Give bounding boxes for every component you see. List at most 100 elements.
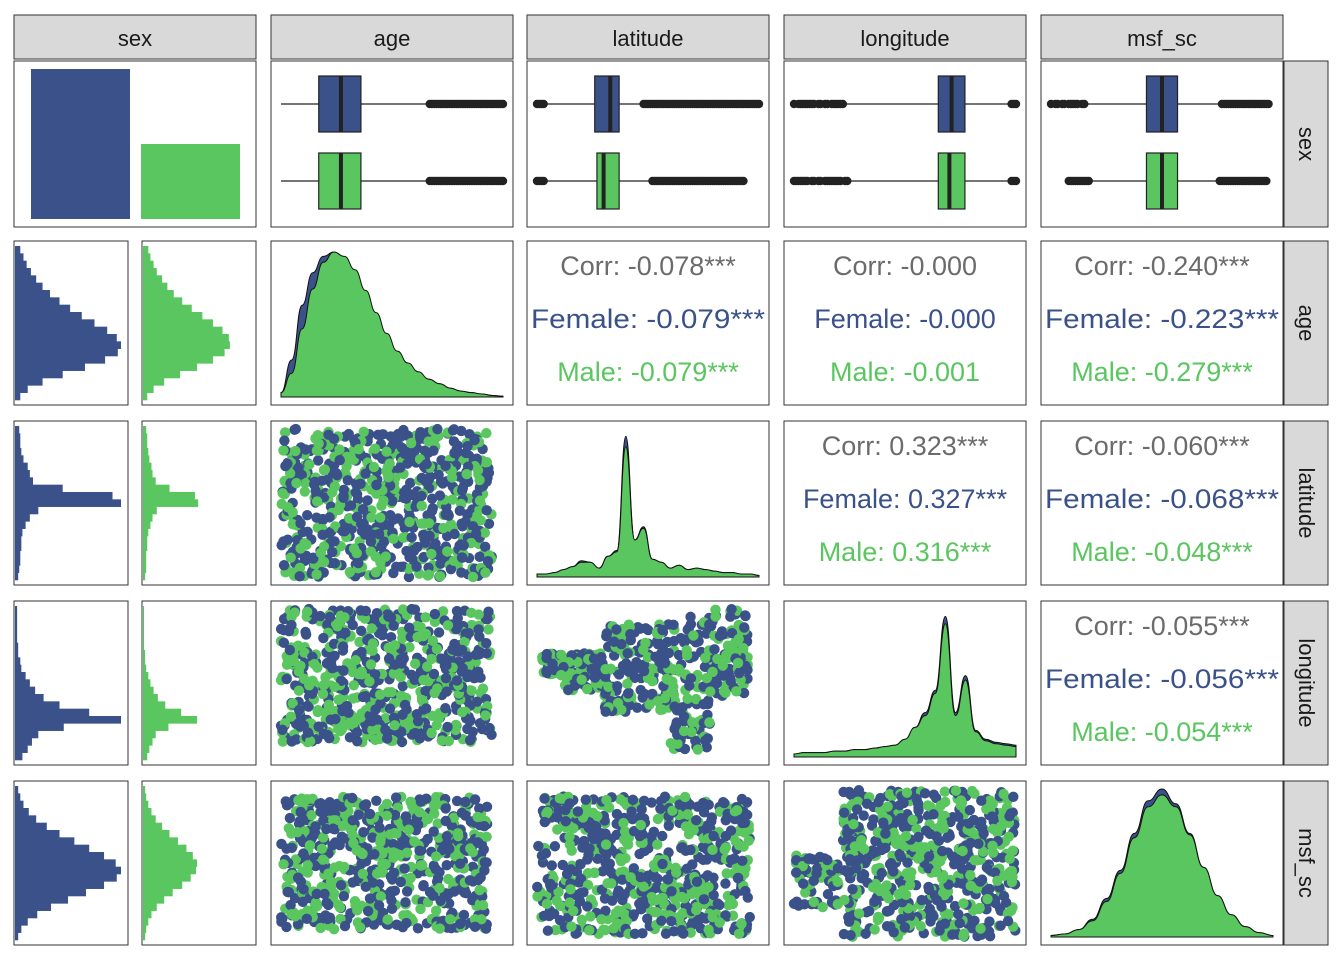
point bbox=[420, 685, 431, 697]
histogram-msf_sc-male bbox=[143, 786, 198, 941]
point bbox=[666, 916, 677, 927]
point bbox=[372, 724, 383, 735]
hist-bar bbox=[143, 385, 154, 393]
point bbox=[409, 836, 420, 847]
point bbox=[850, 862, 862, 874]
point bbox=[419, 445, 431, 456]
boxplot-msf_sc bbox=[1046, 75, 1273, 210]
point bbox=[592, 853, 603, 865]
density-latitude bbox=[536, 435, 760, 578]
point bbox=[982, 893, 993, 905]
strip-label-row-longitude: longitude bbox=[1294, 638, 1319, 727]
density-msf_sc bbox=[1050, 788, 1274, 938]
point bbox=[814, 851, 826, 863]
point bbox=[469, 921, 481, 933]
point bbox=[357, 504, 369, 515]
point bbox=[357, 848, 368, 860]
point bbox=[474, 803, 485, 814]
point bbox=[905, 872, 916, 883]
point bbox=[412, 923, 424, 934]
point bbox=[440, 702, 451, 714]
point bbox=[406, 437, 417, 449]
point bbox=[913, 831, 924, 843]
point bbox=[364, 893, 376, 904]
point bbox=[442, 620, 454, 631]
point bbox=[388, 867, 400, 878]
hist-bar bbox=[143, 866, 196, 875]
point bbox=[406, 532, 417, 543]
point bbox=[674, 666, 685, 677]
point bbox=[420, 703, 432, 714]
hist-bar bbox=[143, 492, 195, 500]
point bbox=[420, 612, 431, 623]
point bbox=[323, 699, 334, 711]
point bbox=[884, 905, 895, 916]
point bbox=[704, 717, 715, 728]
point bbox=[281, 659, 293, 670]
point bbox=[566, 921, 577, 932]
hist-bar bbox=[143, 363, 198, 371]
point bbox=[483, 606, 494, 617]
point bbox=[292, 640, 304, 651]
point bbox=[657, 858, 668, 870]
point bbox=[370, 734, 381, 746]
point bbox=[302, 860, 313, 871]
panel-frame-age-sex-female bbox=[13, 240, 129, 406]
hist-bar bbox=[15, 484, 63, 493]
point bbox=[652, 813, 664, 825]
point bbox=[725, 894, 736, 906]
point bbox=[704, 619, 715, 630]
point bbox=[939, 889, 950, 901]
point bbox=[714, 630, 726, 642]
hist-bar bbox=[143, 752, 148, 761]
point bbox=[467, 571, 479, 583]
point bbox=[358, 800, 370, 811]
scatter-points bbox=[537, 603, 753, 755]
point bbox=[583, 849, 594, 860]
point bbox=[337, 641, 349, 652]
hist-bar bbox=[15, 628, 18, 636]
point bbox=[384, 458, 395, 469]
point bbox=[896, 913, 907, 925]
point bbox=[976, 822, 988, 833]
point bbox=[687, 859, 698, 870]
point bbox=[386, 895, 397, 906]
point bbox=[442, 546, 453, 557]
point bbox=[1006, 865, 1018, 877]
point bbox=[353, 444, 364, 455]
point bbox=[442, 922, 453, 933]
point bbox=[613, 669, 625, 680]
point bbox=[295, 543, 306, 554]
point bbox=[440, 815, 451, 827]
outlier-point bbox=[1084, 176, 1093, 186]
point bbox=[458, 540, 469, 551]
point bbox=[572, 806, 584, 817]
hist-bar bbox=[143, 672, 149, 680]
point bbox=[430, 905, 442, 916]
point bbox=[312, 705, 324, 716]
point bbox=[301, 913, 313, 925]
hist-bar bbox=[15, 881, 105, 889]
point bbox=[603, 681, 614, 692]
point bbox=[347, 829, 358, 840]
hist-bar bbox=[143, 304, 192, 313]
strip-label-row-latitude: latitude bbox=[1294, 468, 1319, 539]
hist-bar bbox=[15, 852, 105, 860]
hist-bar bbox=[143, 312, 203, 320]
hist-bar bbox=[143, 686, 154, 695]
point bbox=[356, 625, 367, 637]
point bbox=[483, 518, 495, 530]
point bbox=[348, 680, 360, 691]
point bbox=[1005, 808, 1017, 819]
point bbox=[343, 428, 354, 440]
hist-bar bbox=[15, 830, 60, 838]
point bbox=[987, 799, 998, 810]
point bbox=[289, 607, 300, 618]
point bbox=[667, 805, 678, 816]
point bbox=[453, 830, 464, 842]
outlier-point bbox=[1011, 176, 1021, 186]
point bbox=[377, 848, 388, 860]
point bbox=[347, 619, 358, 631]
point bbox=[822, 889, 834, 900]
